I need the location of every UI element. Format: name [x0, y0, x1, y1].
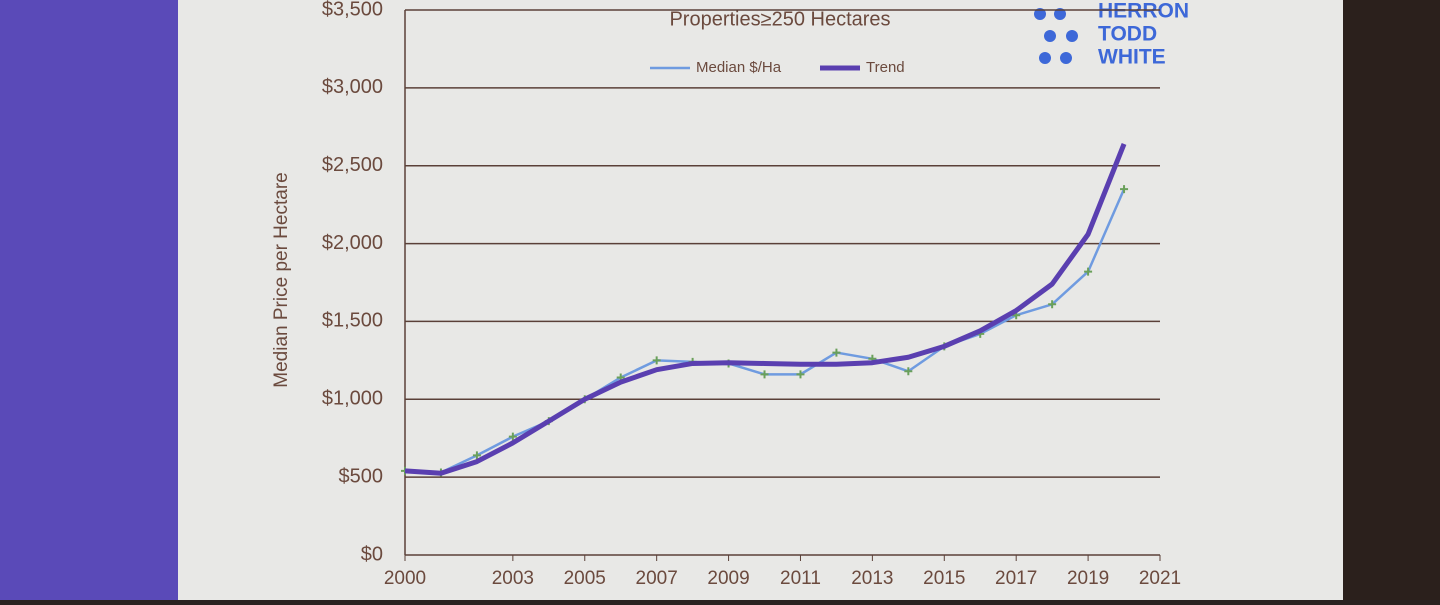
x-tick-label: 2019	[1067, 568, 1109, 589]
x-tick-label: 2005	[564, 568, 606, 589]
series-line	[404, 142, 1127, 476]
purple-band	[0, 0, 178, 600]
x-tick-label: 2000	[384, 568, 426, 589]
data-point	[796, 370, 805, 379]
y-tick-label: $1,000	[322, 388, 383, 410]
y-tick-label: $500	[339, 465, 384, 487]
y-tick-label: $3,500	[322, 0, 383, 20]
logo-text: WHITE	[1098, 46, 1166, 69]
y-tick-label: $3,000	[322, 76, 383, 98]
data-point	[472, 451, 481, 460]
legend-label: Trend	[866, 59, 905, 76]
data-point	[1120, 185, 1129, 194]
logo-text: HERRON	[1098, 0, 1189, 23]
dark-edge	[1343, 0, 1440, 600]
data-point	[1084, 267, 1093, 276]
legend-label: Median $/Ha	[696, 59, 782, 76]
y-tick-label: $2,500	[322, 154, 383, 176]
x-tick-label: 2009	[707, 568, 749, 589]
data-point	[652, 356, 661, 365]
x-tick-label: 2021	[1139, 568, 1181, 589]
data-point	[1048, 300, 1057, 309]
x-tick-label: 2013	[851, 568, 893, 589]
y-tick-label: $1,500	[322, 310, 383, 332]
x-tick-label: 2007	[636, 568, 678, 589]
logo-mark	[1034, 8, 1078, 64]
x-tick-label: 2015	[923, 568, 965, 589]
logo-text: TODD	[1098, 23, 1157, 46]
data-point	[832, 348, 841, 357]
screen	[178, 0, 1343, 600]
data-point	[760, 370, 769, 379]
x-tick-label: 2017	[995, 568, 1037, 589]
data-point	[904, 367, 913, 376]
data-point	[508, 432, 517, 441]
x-tick-label: 2003	[492, 568, 534, 589]
y-tick-label: $0	[361, 543, 383, 565]
y-tick-label: $2,000	[322, 232, 383, 254]
x-tick-label: 2011	[780, 568, 821, 589]
chart-subtitle: Properties≥250 Hectares	[669, 8, 890, 30]
y-axis-label: Median Price per Hectare	[271, 172, 292, 387]
